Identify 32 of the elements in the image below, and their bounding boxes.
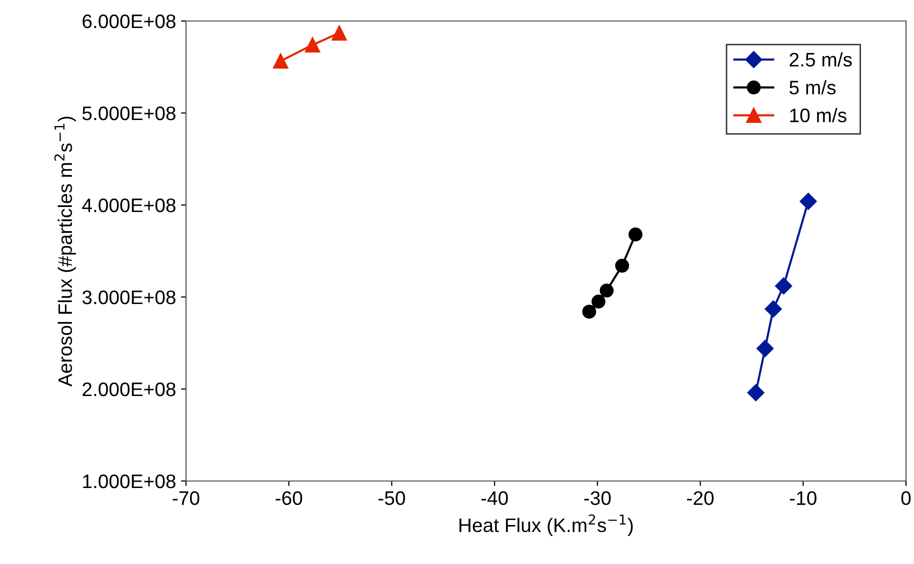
x-tick-label: 0 xyxy=(901,491,911,506)
x-tick-label: -40 xyxy=(481,491,508,506)
y-axis-title: Aerosol Flux (#particles m$^{2}$s$^{−1}$) xyxy=(54,116,76,387)
point xyxy=(615,258,630,273)
point xyxy=(747,384,764,402)
legend-label: 5 m/s xyxy=(790,80,836,94)
point xyxy=(764,300,782,318)
point xyxy=(600,284,614,298)
point xyxy=(628,227,642,242)
x-axis-title: Heat Flux (K.m$^{2}$s$^{−1}$) xyxy=(460,514,633,536)
y-tick-label: 4.000E+08 xyxy=(82,198,176,212)
x-tick-label: -20 xyxy=(687,491,714,506)
x-tick-label: -30 xyxy=(584,491,611,506)
y-tick-label: 6.000E+08 xyxy=(82,14,176,28)
legend-label: 2.5 m/s xyxy=(790,52,852,67)
point xyxy=(304,37,320,53)
y-tick-label: 1.000E+08 xyxy=(83,474,176,488)
point xyxy=(592,294,606,309)
y-tick-label: 3.000E+08 xyxy=(82,290,176,304)
y-tick-label: 2.000E+08 xyxy=(82,382,176,396)
point xyxy=(756,340,774,358)
point xyxy=(582,304,596,319)
x-tick-label: -50 xyxy=(378,491,406,506)
point xyxy=(332,25,347,41)
x-tick-label: -60 xyxy=(276,491,302,506)
x-tick-label: -70 xyxy=(172,491,200,506)
y-tick-label: 5.000E+08 xyxy=(82,106,176,120)
point xyxy=(775,277,792,295)
legend-label: 10 m/s xyxy=(790,108,846,122)
point xyxy=(800,192,817,210)
x-tick-label: -10 xyxy=(790,491,816,506)
point xyxy=(272,53,288,69)
